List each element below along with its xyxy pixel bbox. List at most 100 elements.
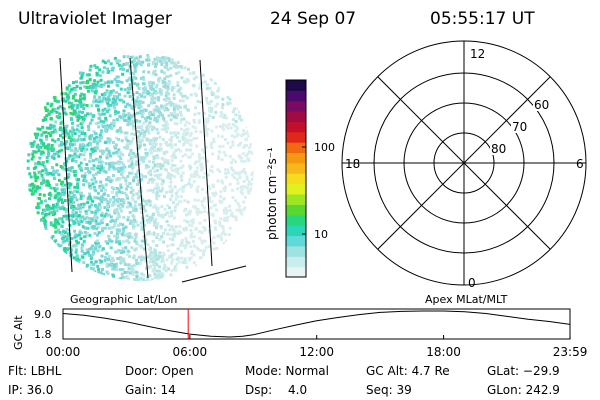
image-pixel bbox=[69, 196, 73, 200]
image-pixel bbox=[234, 171, 238, 175]
image-pixel bbox=[161, 255, 164, 259]
image-pixel bbox=[182, 133, 186, 137]
image-pixel bbox=[105, 265, 109, 268]
image-pixel bbox=[50, 130, 54, 134]
image-pixel bbox=[43, 146, 47, 150]
image-pixel bbox=[142, 277, 145, 281]
image-pixel bbox=[138, 55, 142, 59]
image-pixel bbox=[164, 269, 168, 273]
image-pixel bbox=[31, 155, 35, 159]
image-pixel bbox=[99, 198, 103, 202]
image-pixel bbox=[97, 125, 101, 129]
image-pixel bbox=[51, 203, 55, 207]
image-pixel bbox=[139, 124, 143, 128]
image-pixel bbox=[197, 121, 201, 125]
image-pixel bbox=[96, 264, 100, 268]
image-pixel bbox=[95, 209, 99, 213]
image-pixel bbox=[74, 99, 78, 103]
image-pixel bbox=[189, 185, 193, 189]
image-pixel bbox=[45, 156, 49, 160]
image-pixel bbox=[94, 244, 98, 248]
image-pixel bbox=[104, 118, 108, 122]
image-pixel bbox=[71, 143, 75, 147]
image-pixel bbox=[126, 55, 130, 59]
image-pixel bbox=[206, 173, 210, 177]
image-pixel bbox=[153, 174, 157, 178]
image-pixel bbox=[90, 219, 94, 223]
image-pixel bbox=[155, 119, 159, 123]
image-pixel bbox=[33, 173, 37, 177]
image-pixel bbox=[153, 169, 157, 173]
image-pixel bbox=[184, 153, 187, 157]
image-pixel bbox=[172, 96, 176, 100]
image-pixel bbox=[38, 156, 42, 160]
image-pixel bbox=[71, 131, 74, 135]
image-pixel bbox=[99, 85, 103, 88]
image-pixel bbox=[224, 211, 228, 215]
image-pixel bbox=[75, 85, 79, 88]
image-pixel bbox=[178, 99, 182, 103]
image-pixel bbox=[32, 140, 36, 144]
image-pixel bbox=[132, 254, 136, 258]
image-pixel bbox=[50, 149, 54, 153]
image-pixel bbox=[156, 98, 160, 102]
image-pixel bbox=[173, 164, 177, 168]
image-pixel bbox=[74, 170, 78, 174]
image-pixel bbox=[140, 272, 144, 276]
image-pixel bbox=[230, 134, 234, 138]
image-pixel bbox=[209, 238, 213, 242]
image-pixel bbox=[114, 109, 117, 113]
polar-plot bbox=[341, 40, 587, 286]
image-pixel bbox=[148, 142, 152, 146]
image-pixel bbox=[134, 172, 138, 176]
image-pixel bbox=[124, 63, 128, 66]
image-pixel bbox=[45, 126, 49, 130]
image-pixel bbox=[53, 139, 57, 143]
image-pixel bbox=[68, 243, 72, 247]
image-pixel bbox=[146, 220, 150, 224]
image-pixel bbox=[62, 167, 66, 171]
image-pixel bbox=[76, 124, 80, 128]
image-pixel bbox=[112, 225, 115, 229]
image-pixel bbox=[78, 143, 82, 147]
image-pixel bbox=[59, 244, 63, 248]
image-pixel bbox=[119, 157, 123, 161]
image-pixel bbox=[111, 190, 114, 194]
image-pixel bbox=[198, 157, 202, 161]
image-pixel bbox=[192, 137, 196, 140]
image-pixel bbox=[143, 280, 147, 281]
image-pixel bbox=[165, 66, 169, 70]
image-pixel bbox=[187, 256, 191, 260]
image-pixel bbox=[73, 155, 77, 159]
image-pixel bbox=[202, 117, 206, 121]
image-pixel bbox=[54, 130, 58, 134]
image-pixel bbox=[112, 195, 116, 199]
image-pixel bbox=[167, 267, 170, 271]
image-pixel bbox=[102, 198, 106, 201]
image-pixel bbox=[238, 175, 242, 179]
image-pixel bbox=[226, 95, 230, 99]
image-pixel bbox=[202, 151, 206, 155]
image-pixel bbox=[176, 167, 180, 171]
image-pixel bbox=[54, 194, 58, 198]
image-pixel bbox=[241, 192, 245, 196]
image-pixel bbox=[134, 200, 137, 204]
image-pixel bbox=[33, 132, 37, 136]
image-pixel bbox=[122, 67, 125, 71]
image-pixel bbox=[70, 248, 74, 252]
image-pixel bbox=[150, 88, 154, 92]
image-pixel bbox=[67, 84, 71, 88]
image-pixel bbox=[47, 152, 51, 156]
image-pixel bbox=[187, 182, 191, 186]
image-pixel bbox=[177, 65, 181, 69]
image-pixel bbox=[88, 253, 92, 257]
image-pixel bbox=[127, 159, 130, 163]
image-pixel bbox=[176, 247, 180, 251]
image-pixel bbox=[90, 89, 94, 93]
image-pixel bbox=[79, 122, 83, 126]
image-pixel bbox=[76, 256, 79, 260]
image-pixel bbox=[185, 244, 188, 247]
image-pixel bbox=[205, 133, 209, 137]
image-pixel bbox=[32, 184, 36, 188]
image-pixel bbox=[121, 267, 125, 271]
